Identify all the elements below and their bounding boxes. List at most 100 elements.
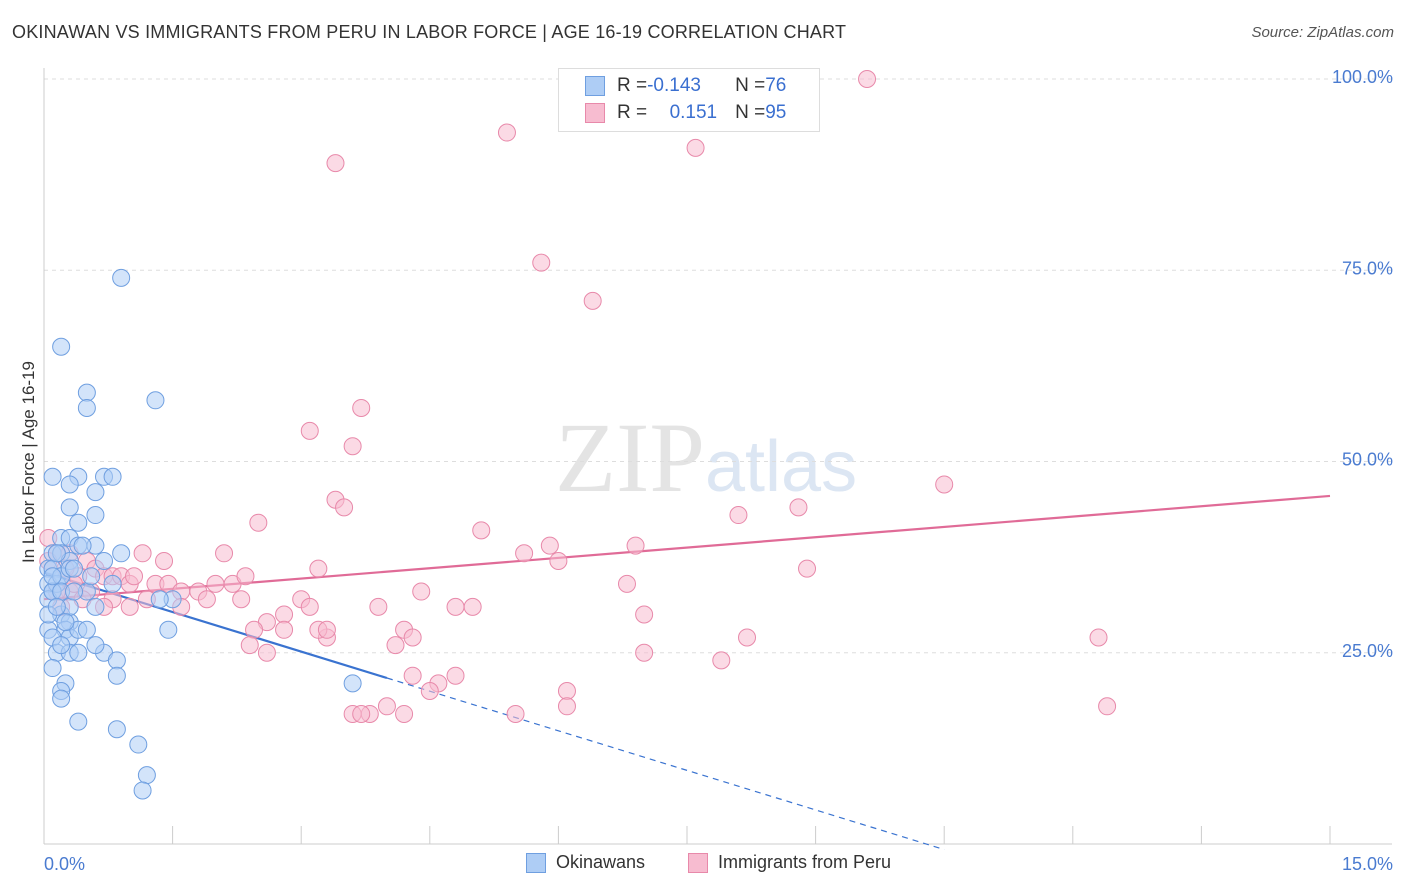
okinawans-point bbox=[52, 337, 71, 356]
peru-point bbox=[352, 398, 371, 417]
okinawans-point bbox=[77, 398, 96, 417]
okinawans-point bbox=[107, 651, 126, 670]
peru-point bbox=[446, 597, 465, 616]
peru-point bbox=[540, 536, 559, 555]
peru-point bbox=[798, 559, 817, 578]
okinawans-point bbox=[129, 735, 148, 754]
trend-line-okinawans-extension bbox=[386, 677, 945, 851]
watermark-zip: ZIP bbox=[555, 402, 705, 513]
peru-point bbox=[257, 643, 276, 662]
peru-point bbox=[635, 605, 654, 624]
legend-n-label: N = bbox=[735, 102, 766, 123]
peru-point bbox=[557, 682, 576, 700]
peru-point bbox=[125, 567, 144, 586]
watermark: ZIPatlas bbox=[555, 400, 857, 515]
y-tick-label: 25.0% bbox=[1342, 641, 1393, 661]
series-okinawans-points bbox=[39, 268, 362, 800]
okinawans-point bbox=[43, 567, 62, 586]
peru-point bbox=[557, 697, 576, 716]
peru-point bbox=[1089, 628, 1108, 647]
okinawans-point bbox=[112, 544, 131, 563]
peru-point bbox=[506, 704, 525, 723]
peru-point bbox=[120, 597, 139, 616]
legend-row-okinawans: R = -0.143 N = 76 bbox=[585, 73, 786, 99]
peru-point bbox=[583, 291, 602, 310]
okinawans-point bbox=[86, 506, 105, 525]
legend-r-label: R = bbox=[617, 102, 648, 123]
peru-point bbox=[249, 513, 268, 532]
okinawans-point bbox=[56, 613, 75, 632]
peru-point bbox=[463, 597, 482, 616]
x-tick-label-max: 15.0% bbox=[1342, 854, 1393, 874]
legend-swatch-pink bbox=[585, 103, 605, 123]
peru-point bbox=[686, 138, 705, 157]
peru-point bbox=[858, 70, 877, 88]
okinawans-point bbox=[52, 689, 71, 708]
legend-r-value: 0.151 bbox=[669, 102, 718, 123]
bottom-legend-swatch-blue bbox=[526, 852, 546, 873]
okinawans-point bbox=[82, 567, 101, 586]
axes bbox=[43, 68, 1392, 845]
peru-point bbox=[155, 551, 174, 570]
okinawans-point bbox=[107, 720, 126, 739]
okinawans-point bbox=[69, 643, 88, 662]
okinawans-point bbox=[65, 582, 84, 601]
okinawans-point bbox=[43, 659, 62, 678]
okinawans-point bbox=[86, 597, 105, 616]
okinawans-point bbox=[103, 467, 122, 486]
peru-point bbox=[245, 620, 264, 639]
peru-point bbox=[420, 682, 439, 700]
okinawans-point bbox=[43, 467, 62, 486]
peru-point bbox=[635, 643, 654, 662]
y-axis-label: In Labor Force | Age 16-19 bbox=[19, 361, 38, 563]
peru-point bbox=[300, 597, 319, 616]
okinawans-point bbox=[137, 766, 156, 785]
trend-line-peru bbox=[43, 494, 1331, 601]
peru-point bbox=[626, 536, 645, 555]
okinawans-point bbox=[343, 674, 362, 693]
peru-point bbox=[335, 498, 354, 517]
bottom-legend-okinawans: Okinawans bbox=[526, 852, 645, 873]
y-tick-label: 50.0% bbox=[1342, 450, 1393, 470]
peru-point bbox=[386, 636, 405, 655]
okinawans-point bbox=[103, 574, 122, 593]
okinawans-point bbox=[86, 636, 105, 655]
bottom-legend-peru: Immigrants from Peru bbox=[688, 852, 891, 873]
x-tick-label-min: 0.0% bbox=[44, 854, 85, 874]
legend-row-peru: R = 0.151 N = 95 bbox=[585, 100, 786, 126]
okinawans-point bbox=[107, 666, 126, 685]
okinawans-point bbox=[69, 712, 88, 731]
okinawans-point bbox=[150, 590, 169, 609]
peru-point bbox=[197, 590, 216, 609]
peru-point bbox=[275, 620, 294, 639]
peru-point bbox=[395, 704, 414, 723]
legend-r-value: -0.143 bbox=[647, 75, 701, 96]
okinawans-point bbox=[52, 636, 71, 655]
tick-labels: 25.0% 50.0% 75.0% 100.0% 0.0% 15.0% bbox=[44, 67, 1393, 874]
peru-point bbox=[206, 574, 225, 593]
peru-point bbox=[403, 666, 422, 685]
okinawans-point bbox=[77, 620, 96, 639]
okinawans-point bbox=[47, 544, 66, 563]
grid-lines bbox=[44, 78, 1392, 654]
trend-lines bbox=[43, 494, 1331, 851]
okinawans-point bbox=[133, 781, 152, 800]
peru-point bbox=[532, 253, 551, 272]
peru-point bbox=[326, 154, 345, 173]
okinawans-point bbox=[73, 536, 92, 555]
legend-r-label: R = bbox=[617, 75, 648, 96]
source-label: Source: ZipAtlas.com bbox=[1251, 24, 1394, 41]
okinawans-point bbox=[69, 513, 88, 532]
peru-point bbox=[236, 567, 255, 586]
okinawans-point bbox=[60, 498, 79, 517]
peru-point bbox=[275, 605, 294, 624]
peru-point bbox=[352, 704, 371, 723]
okinawans-point bbox=[65, 559, 84, 578]
peru-point bbox=[935, 475, 954, 494]
okinawans-point bbox=[146, 391, 165, 410]
peru-point bbox=[1098, 697, 1117, 716]
watermark-atlas: atlas bbox=[705, 427, 858, 507]
peru-point bbox=[472, 521, 491, 540]
okinawans-point bbox=[95, 551, 114, 570]
